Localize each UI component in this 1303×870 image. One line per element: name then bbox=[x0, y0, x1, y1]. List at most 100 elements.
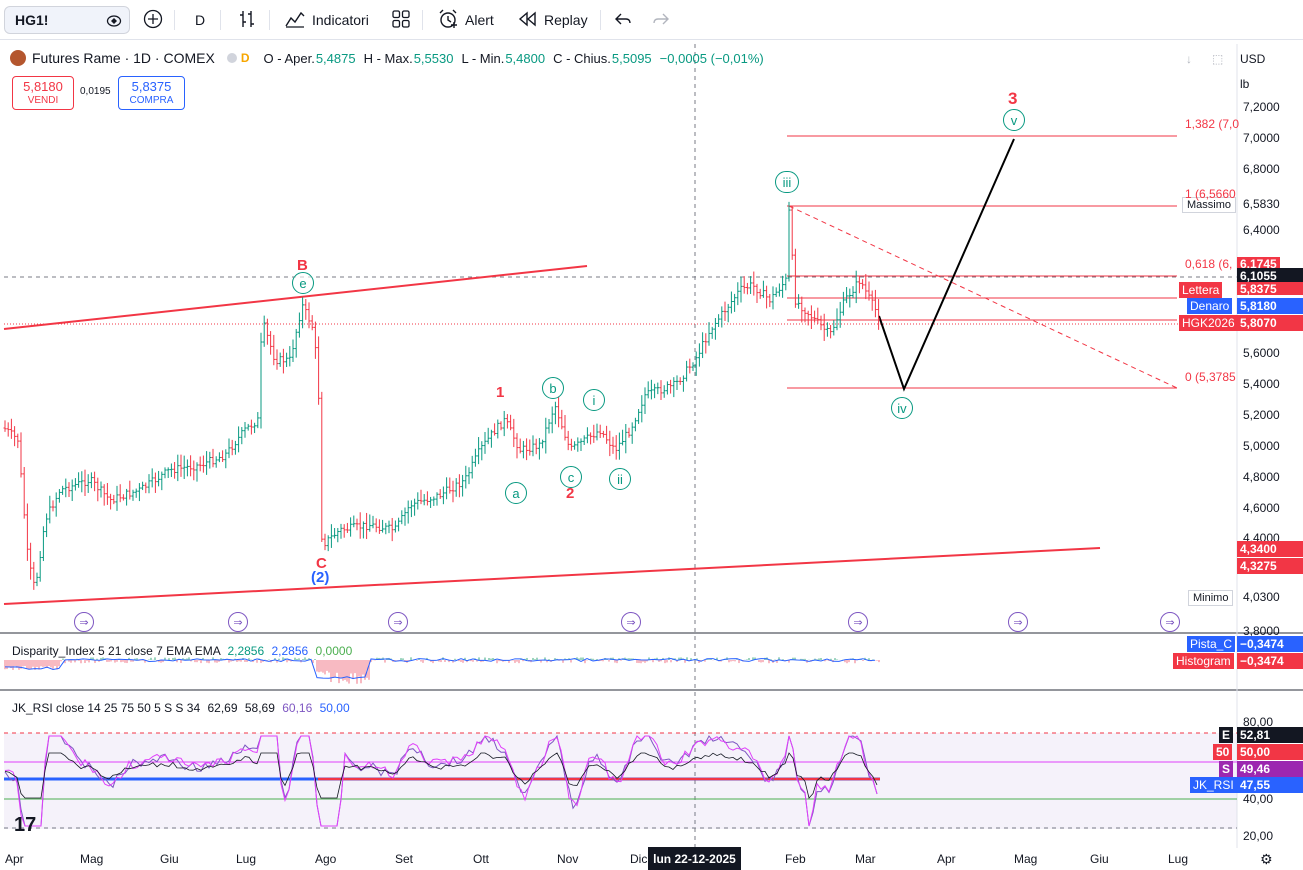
disparity-signal-line bbox=[4, 658, 876, 679]
rsi-line bbox=[4, 734, 878, 827]
interval-label: D bbox=[195, 12, 206, 28]
event-marker-icon[interactable]: ⇒ bbox=[621, 612, 641, 632]
symbol-search-button[interactable]: HG1! bbox=[4, 6, 130, 34]
high-value: 5,5530 bbox=[413, 50, 454, 66]
wave-label-3: 3 bbox=[1008, 89, 1018, 108]
disparity-v2: 2,2856 bbox=[271, 644, 309, 658]
event-marker-icon[interactable]: ⇒ bbox=[388, 612, 408, 632]
disparity-v3: 0,0000 bbox=[315, 644, 353, 658]
wave-label-C: C bbox=[316, 555, 327, 572]
time-label: Lug bbox=[1168, 852, 1189, 866]
time-label: Giu bbox=[1090, 852, 1109, 866]
time-label: Set bbox=[395, 852, 414, 866]
time-label: Mag bbox=[1014, 852, 1038, 866]
replay-button[interactable]: Replay bbox=[518, 8, 588, 32]
wave-label-e: e bbox=[292, 272, 314, 294]
wave-label-1: 1 bbox=[496, 384, 505, 401]
layouts-button[interactable] bbox=[391, 8, 417, 32]
rsi-axis-40: 40,00 bbox=[1243, 792, 1274, 806]
redo-button[interactable] bbox=[652, 8, 676, 32]
rsi-tag-jk-value: 47,55 bbox=[1237, 777, 1303, 793]
event-marker-icon[interactable]: ⇒ bbox=[228, 612, 248, 632]
settings-gear-icon[interactable]: ⚙ bbox=[1260, 851, 1273, 867]
event-marker-icon[interactable]: ⇒ bbox=[848, 612, 868, 632]
time-label: Apr bbox=[937, 852, 956, 866]
rsi-legend[interactable]: JK_RSI close 14 25 75 50 5 S S 34 62,69 … bbox=[12, 701, 350, 715]
symbol-title[interactable]: Futures Rame · 1D · COMEX bbox=[32, 50, 215, 66]
grid-icon bbox=[391, 9, 417, 32]
time-axis[interactable] bbox=[0, 848, 1235, 870]
current-price-tag: 6,1055 bbox=[1237, 268, 1303, 284]
unit-selector[interactable]: lb bbox=[1240, 77, 1250, 91]
minimo-value: 4,0300 bbox=[1243, 590, 1280, 604]
fib-label-1: 1 (6,5660 bbox=[1185, 187, 1236, 201]
wave-label-iv: iv bbox=[891, 397, 913, 419]
change-value: −0,0005 (−0,01%) bbox=[659, 50, 764, 66]
spread-value: 0,0195 bbox=[80, 86, 111, 97]
chart-legend: Futures Rame · 1D · COMEX D O - Aper. 5,4… bbox=[10, 50, 772, 66]
currency-selector[interactable]: USD bbox=[1240, 52, 1266, 66]
rsi-v1: 62,69 bbox=[207, 701, 238, 715]
time-label: Lug bbox=[236, 852, 257, 866]
open-label: O - Aper. bbox=[263, 50, 315, 66]
replay-label: Replay bbox=[544, 12, 588, 28]
time-label: Nov bbox=[557, 852, 579, 866]
low-tag-2: 4,3275 bbox=[1237, 558, 1303, 574]
massimo-value: 6,5830 bbox=[1243, 197, 1280, 211]
interval-button[interactable]: D bbox=[195, 8, 205, 32]
tradingview-logo[interactable]: 17 bbox=[14, 814, 37, 836]
sell-price: 5,8180 bbox=[23, 79, 63, 94]
time-label: Apr bbox=[5, 852, 24, 866]
arrow-down-icon[interactable]: ↓ bbox=[1186, 52, 1192, 66]
rsi-axis-80: 80,00 bbox=[1243, 715, 1274, 729]
top-toolbar: HG1! D Indicatori Alert Replay bbox=[0, 0, 1303, 40]
toolbar-divider bbox=[600, 10, 601, 30]
rewind-icon bbox=[518, 10, 544, 30]
fib-label-0618: 0,618 (6, bbox=[1185, 257, 1233, 271]
rsi-lines bbox=[4, 734, 878, 827]
close-value: 5,5095 bbox=[611, 50, 652, 66]
hgk2026-label: HGK2026 bbox=[1179, 315, 1238, 331]
event-marker-icon[interactable]: ⇒ bbox=[74, 612, 94, 632]
high-label: H - Max. bbox=[363, 50, 413, 66]
lettera-value: 5,8375 bbox=[1237, 282, 1303, 295]
pista-label: Pista_C bbox=[1187, 636, 1236, 652]
rsi-tag-s-label: S bbox=[1219, 761, 1234, 777]
rsi-tag-s-value: 49,46 bbox=[1237, 761, 1303, 777]
rsi-tag-e-value: 52,81 bbox=[1237, 727, 1303, 743]
event-marker-icon[interactable]: ⇒ bbox=[1160, 612, 1180, 632]
denaro-value: 5,8180 bbox=[1237, 298, 1303, 314]
event-marker-icon[interactable]: ⇒ bbox=[1008, 612, 1028, 632]
minimo-label: Minimo bbox=[1188, 590, 1234, 606]
wave-label-i: i bbox=[583, 389, 605, 411]
wave-label-a: a bbox=[505, 482, 527, 504]
price-tick: 4,6000 bbox=[1243, 501, 1280, 515]
low-tag-1: 4,3400 bbox=[1237, 541, 1303, 557]
wave-label-b: b bbox=[542, 377, 564, 399]
fib-label-0: 0 (5,3785 bbox=[1185, 370, 1236, 384]
open-value: 5,4875 bbox=[315, 50, 356, 66]
price-tick: 5,4000 bbox=[1243, 377, 1280, 391]
undo-button[interactable] bbox=[614, 8, 638, 32]
indicators-button[interactable]: Indicatori bbox=[284, 8, 369, 32]
disparity-legend[interactable]: Disparity_Index 5 21 close 7 EMA EMA 2,2… bbox=[12, 644, 352, 658]
symbol-label: HG1! bbox=[15, 12, 49, 28]
buy-button[interactable]: 5,8375 COMPRA bbox=[118, 76, 185, 110]
price-tick: 5,0000 bbox=[1243, 439, 1280, 453]
disparity-histogram bbox=[4, 657, 880, 684]
rsi-tag-jk-label: JK_RSI bbox=[1190, 777, 1237, 793]
sell-label: VENDI bbox=[27, 95, 59, 106]
chart-type-button[interactable] bbox=[238, 8, 262, 32]
add-symbol-button[interactable] bbox=[143, 8, 169, 32]
wave-label-2: 2 bbox=[566, 485, 575, 502]
compare-icon[interactable] bbox=[103, 10, 125, 32]
low-value: 5,4800 bbox=[505, 50, 546, 66]
fib-label-1382: 1,382 (7,0 bbox=[1185, 117, 1240, 131]
wave-label-ii: ii bbox=[609, 468, 631, 490]
sell-button[interactable]: 5,8180 VENDI bbox=[12, 76, 74, 110]
price-tick: 5,6000 bbox=[1243, 346, 1280, 360]
alert-button[interactable]: Alert bbox=[437, 8, 494, 32]
rsi-v4: 50,00 bbox=[319, 701, 350, 715]
fullscreen-icon[interactable]: ⬚ bbox=[1212, 52, 1224, 66]
